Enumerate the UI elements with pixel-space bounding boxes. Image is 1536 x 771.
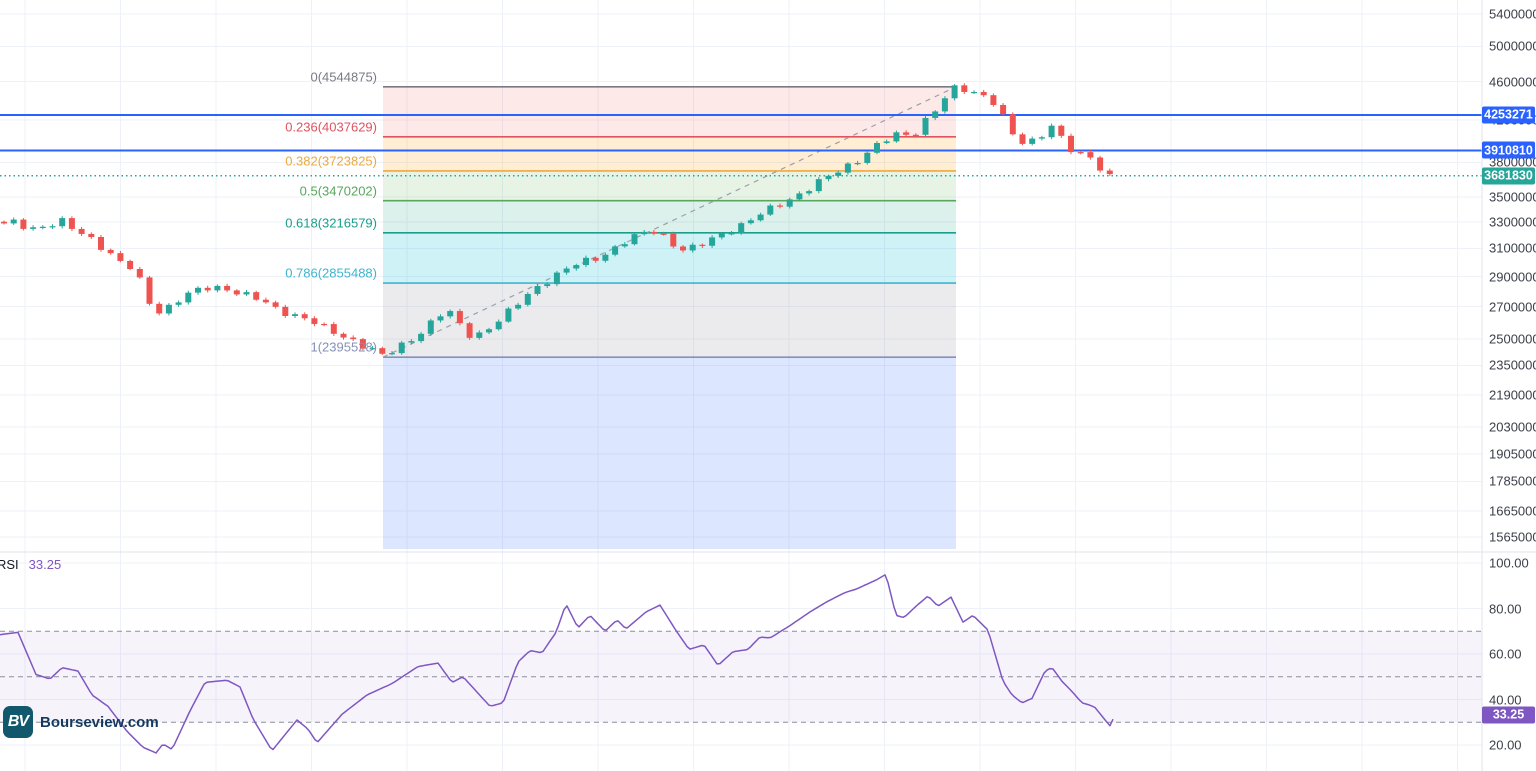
rsi-axis-tick: 20.00 <box>1489 737 1522 753</box>
horizontal-rays[interactable] <box>0 113 1482 152</box>
price-axis-tick: 1565000 <box>1489 529 1536 545</box>
bourseview-logo-icon: BV <box>3 706 33 738</box>
bourseview-logo[interactable]: BV Bourseview.com <box>3 706 159 738</box>
price-axis-tick: 3100000 <box>1489 240 1536 256</box>
price-axis-tick: 2030000 <box>1489 419 1536 435</box>
axis-price-badge: 33.25 <box>1482 706 1535 724</box>
rsi-line <box>0 574 1114 754</box>
price-axis-tick: 2350000 <box>1489 357 1536 373</box>
candlestick-series <box>1 83 1113 356</box>
fib-retracement[interactable] <box>382 86 957 549</box>
axis-price-badge: 3910810 <box>1482 141 1535 159</box>
axis-price-badge: 3681830 <box>1482 167 1535 185</box>
fib-level-label: 0.382(3723825) <box>285 153 377 169</box>
fib-level-label: 0.236(4037629) <box>285 119 377 135</box>
fib-level-label: 0(4544875) <box>310 69 378 85</box>
rsi-axis-tick: 100.00 <box>1489 555 1529 571</box>
price-axis-tick: 2700000 <box>1489 299 1536 315</box>
price-axis-tick: 3500000 <box>1489 189 1536 205</box>
rsi-axis-tick: 40.00 <box>1489 692 1522 707</box>
rsi-legend[interactable]: RSI 33.25 <box>0 556 61 572</box>
fib-level-label: 0.786(2855488) <box>285 265 377 281</box>
price-axis-tick: 3300000 <box>1489 214 1536 230</box>
rsi-legend-value: 33.25 <box>28 556 62 572</box>
price-axis-tick: 5000000 <box>1489 38 1536 54</box>
rsi-axis-tick: 80.00 <box>1489 601 1522 616</box>
price-axis-tick: 5400000 <box>1489 6 1536 22</box>
price-axis-tick: 1905000 <box>1489 446 1536 462</box>
price-axis-tick: 1665000 <box>1489 503 1536 519</box>
price-axis-tick: 2190000 <box>1489 387 1536 403</box>
price-axis-tick: 1785000 <box>1489 473 1536 489</box>
fib-level-label: 0.618(3216579) <box>285 215 377 231</box>
price-axis-tick: 4600000 <box>1489 74 1536 90</box>
rsi-legend-label: RSI <box>0 556 19 572</box>
price-axis-tick: 2500000 <box>1489 331 1536 347</box>
gridlines <box>0 0 1482 771</box>
price-axis-tick: 2900000 <box>1489 269 1536 285</box>
fib-level-label: 1(2395528) <box>310 339 378 355</box>
axis-price-badge: 4253271 <box>1482 106 1535 124</box>
bourseview-logo-text: Bourseview.com <box>40 713 159 731</box>
rsi-axis-tick: 60.00 <box>1489 646 1522 662</box>
fib-level-label: 0.5(3470202) <box>299 183 377 199</box>
